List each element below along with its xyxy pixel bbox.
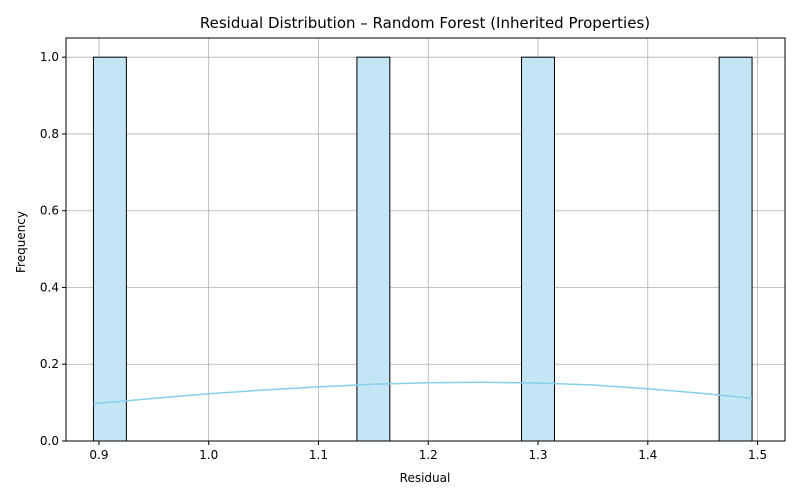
axes-layer (65, 37, 786, 442)
y-tick-label: 1.0 (40, 50, 59, 64)
plot-frame (65, 37, 786, 442)
chart-title: Residual Distribution – Random Forest (I… (200, 14, 650, 32)
x-tick-label: 1.1 (309, 448, 328, 462)
histogram-bar (92, 56, 127, 442)
histogram-bar (718, 56, 753, 442)
x-axis-label: Residual (400, 471, 451, 485)
kde-curve (93, 381, 753, 405)
y-tick-label: 0.4 (40, 280, 59, 294)
y-tick-label: 0.6 (40, 204, 59, 218)
y-tick-label: 0.8 (40, 127, 59, 141)
x-tick-label: 1.2 (419, 448, 438, 462)
bars-layer (92, 56, 753, 442)
ticks-layer: 0.9 1.0 1.1 1.2 1.3 1.4 1.5 0.0 0.2 0.4 0.6 0.8 1.0 (40, 50, 767, 462)
x-tick-label: 1.5 (748, 448, 767, 462)
x-tick-label: 1.4 (638, 448, 657, 462)
x-tick-label: 1.3 (528, 448, 547, 462)
y-axis-label: Frequency (14, 211, 28, 273)
y-tick-label: 0.2 (40, 357, 59, 371)
x-tick-label: 1.0 (199, 448, 218, 462)
x-tick-label: 0.9 (89, 448, 108, 462)
y-tick-label: 0.0 (40, 434, 59, 448)
